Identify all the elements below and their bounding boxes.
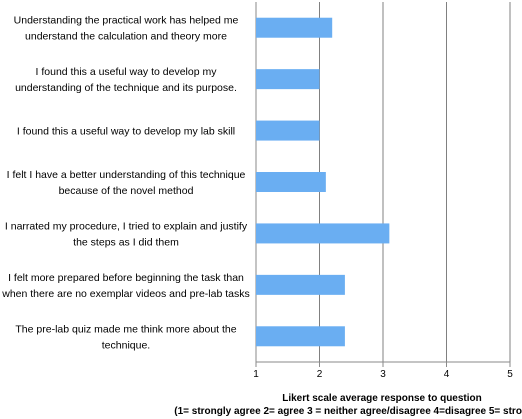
x-axis-title-line-2: (1= strongly agree 2= agree 3 = neither … — [174, 406, 522, 417]
bar-7 — [256, 326, 345, 347]
bar-4 — [256, 172, 326, 192]
x-tick-labels: 1 2 3 4 5 — [253, 369, 513, 380]
x-tick-label-4: 4 — [444, 369, 450, 380]
category-label-6: I felt more prepared before beginning th… — [1, 272, 249, 300]
category-label-2: I found this a useful way to develop my u… — [15, 66, 237, 94]
bars — [256, 17, 390, 347]
bar-2 — [256, 69, 320, 90]
x-tick-label-3: 3 — [380, 369, 386, 380]
x-tick-label-2: 2 — [317, 369, 323, 380]
x-tick-label-1: 1 — [253, 369, 259, 380]
bar-6 — [256, 274, 345, 295]
category-label-7: The pre-lab quiz made me think more abou… — [15, 323, 236, 351]
x-axis-title: Likert scale average response to questio… — [174, 393, 522, 417]
category-label-5: I narrated my procedure, I tried to expl… — [5, 220, 248, 248]
x-axis-title-line-1: Likert scale average response to questio… — [282, 393, 482, 404]
category-label-4: I felt I have a better understanding of … — [7, 169, 246, 197]
bar-5 — [256, 223, 390, 244]
category-labels: Understanding the practical work has hel… — [1, 15, 249, 352]
x-tick-label-5: 5 — [507, 369, 513, 380]
bar-3 — [256, 120, 320, 141]
bar-1 — [256, 17, 333, 38]
category-label-1: Understanding the practical work has hel… — [14, 15, 239, 43]
category-label-3: I found this a useful way to develop my … — [17, 126, 235, 138]
